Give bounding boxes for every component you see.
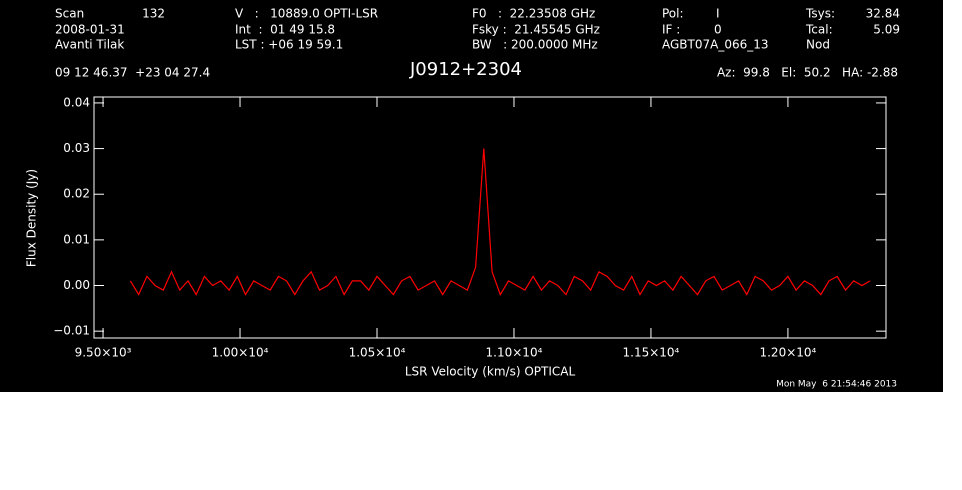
header-text: F0 : 22.23508 GHz: [472, 7, 595, 21]
header-text: Tcal:: [805, 23, 833, 37]
header-text: Tsys:: [805, 7, 835, 21]
header-text: Az: 99.8 El: 50.2 HA: -2.88: [717, 66, 898, 80]
y-tick-label: 0.02: [63, 187, 90, 201]
chart-title: J0912+2304: [409, 59, 522, 80]
y-tick-label: 0.04: [63, 95, 90, 109]
header-text: 132: [142, 7, 165, 21]
header-text: 32.84: [866, 7, 900, 21]
header-text: 5.09: [873, 23, 900, 37]
header-text: I: [716, 7, 720, 21]
y-tick-label: 0.00: [63, 278, 90, 292]
y-axis-label: Flux Density (Jy): [25, 169, 39, 267]
header-text: V : 10889.0 OPTI-LSR: [235, 7, 378, 21]
x-tick-label: 1.00×10⁴: [212, 346, 269, 360]
x-axis-label: LSR Velocity (km/s) OPTICAL: [405, 365, 576, 379]
header-text: IF :: [662, 23, 680, 37]
header-text: Int : 01 49 15.8: [235, 23, 335, 37]
header-text: 2008-01-31: [55, 23, 125, 37]
header-text: Pol:: [662, 7, 684, 21]
y-tick-label: 0.01: [63, 232, 90, 246]
header-text: BW : 200.0000 MHz: [472, 38, 598, 52]
header-text: 09 12 46.37 +23 04 27.4: [55, 66, 210, 80]
x-tick-label: 1.05×10⁴: [349, 346, 406, 360]
x-tick-label: 1.15×10⁴: [623, 346, 680, 360]
header-text: 0: [714, 23, 722, 37]
header-text: Avanti Tilak: [55, 38, 124, 52]
y-tick-label: −0.01: [53, 324, 90, 338]
x-tick-label: 9.50×10³: [75, 346, 132, 360]
axes-frame: [93, 96, 887, 339]
plot-background: [0, 0, 943, 392]
spectrum-line: [129, 148, 871, 296]
x-tick-label: 1.20×10⁴: [759, 346, 816, 360]
header-text: Scan: [55, 7, 84, 21]
header-text: AGBT07A_066_13: [662, 38, 769, 52]
y-tick-label: 0.03: [63, 141, 90, 155]
timestamp: Mon May 6 21:54:46 2013: [776, 380, 897, 390]
header-text: Nod: [806, 38, 830, 52]
header-text: Fsky : 21.45545 GHz: [472, 23, 600, 37]
x-tick-label: 1.10×10⁴: [486, 346, 543, 360]
header-text: LST : +06 19 59.1: [235, 38, 343, 52]
